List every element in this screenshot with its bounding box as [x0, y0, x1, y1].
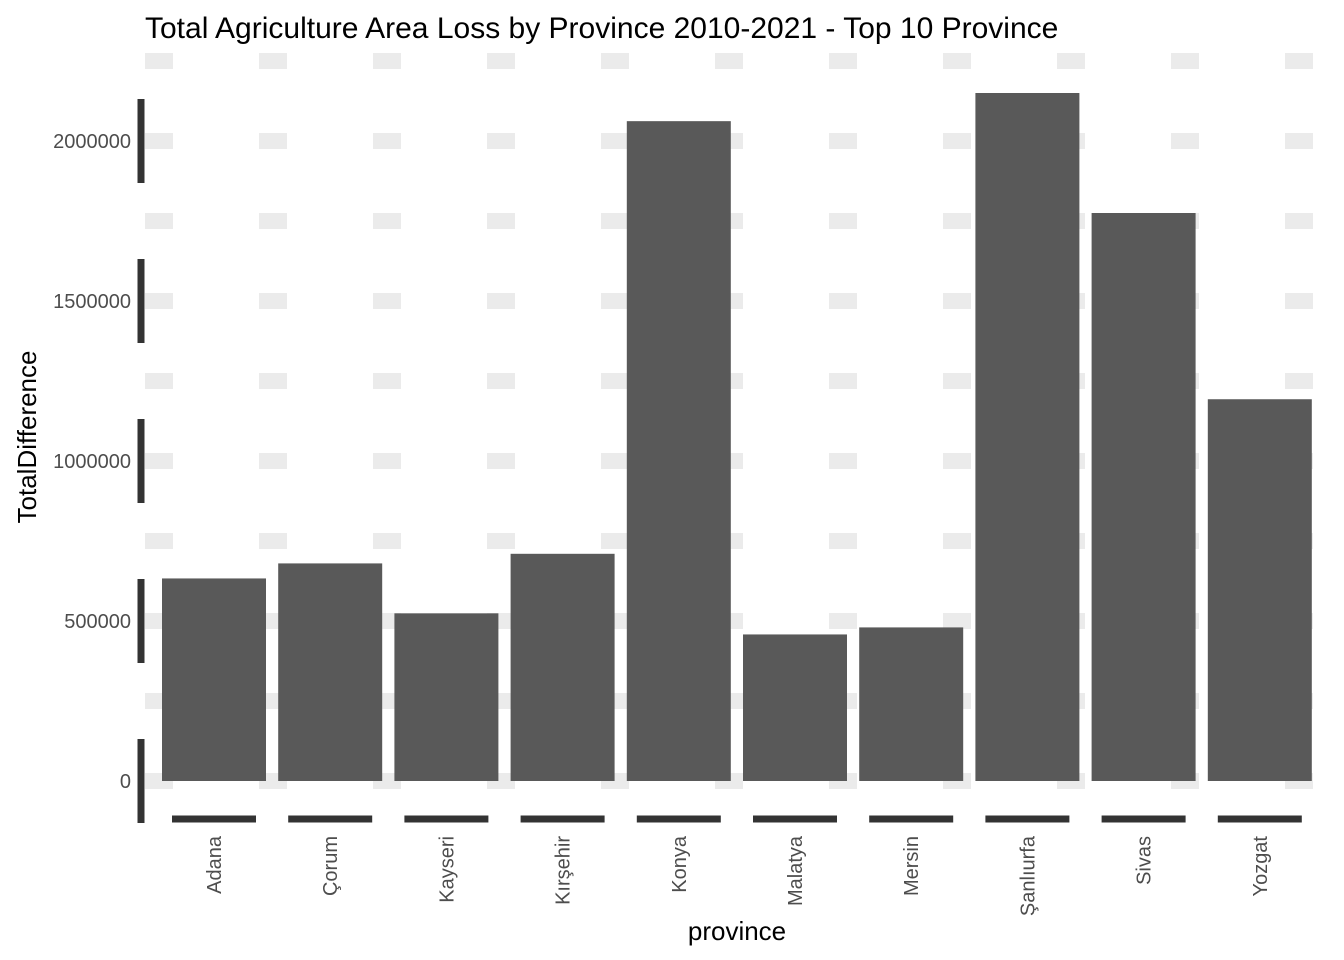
x-tick-label: Kayseri — [436, 836, 458, 903]
y-tick-label: 2000000 — [53, 131, 131, 153]
grid-lines — [145, 53, 1330, 789]
y-tick-label: 500000 — [64, 611, 131, 633]
x-axis-title: province — [688, 916, 786, 946]
bar-kırşehir — [510, 553, 615, 781]
bar-mersin — [859, 627, 964, 781]
x-axis: Adana Çorum Kayseri Kırşehir Konya Malatya Mer… — [172, 815, 1302, 916]
x-tick-label: Yozgat — [1250, 836, 1272, 897]
x-tick-label: Mersin — [901, 836, 923, 896]
bar-sivas — [1091, 213, 1196, 781]
y-tick-label: 1000000 — [53, 451, 131, 473]
y-axis: 0 500000 1000000 1500000 2000000 — [53, 99, 145, 823]
y-tick-label: 1500000 — [53, 291, 131, 313]
x-tick-label: Konya — [669, 835, 691, 893]
chart-title: Total Agriculture Area Loss by Province … — [145, 12, 1058, 45]
y-tick-label: 0 — [120, 771, 131, 793]
x-tick-label: Çorum — [320, 836, 342, 896]
bar-çorum — [278, 563, 383, 781]
x-tick-label: Şanlıurfa — [1017, 835, 1039, 916]
x-tick-label: Sivas — [1134, 836, 1156, 885]
bar-şanlıurfa — [975, 93, 1080, 781]
bar-adana — [162, 578, 266, 781]
bar-kayseri — [394, 613, 499, 781]
x-tick-label: Kırşehir — [553, 836, 575, 905]
bar-konya — [626, 121, 731, 781]
bars — [162, 93, 1312, 781]
x-tick-label: Malatya — [785, 835, 807, 906]
x-tick-label: Adana — [204, 835, 226, 894]
bar-yozgat — [1207, 399, 1312, 781]
bar-malatya — [743, 634, 847, 781]
y-axis-title: TotalDifference — [12, 351, 42, 524]
